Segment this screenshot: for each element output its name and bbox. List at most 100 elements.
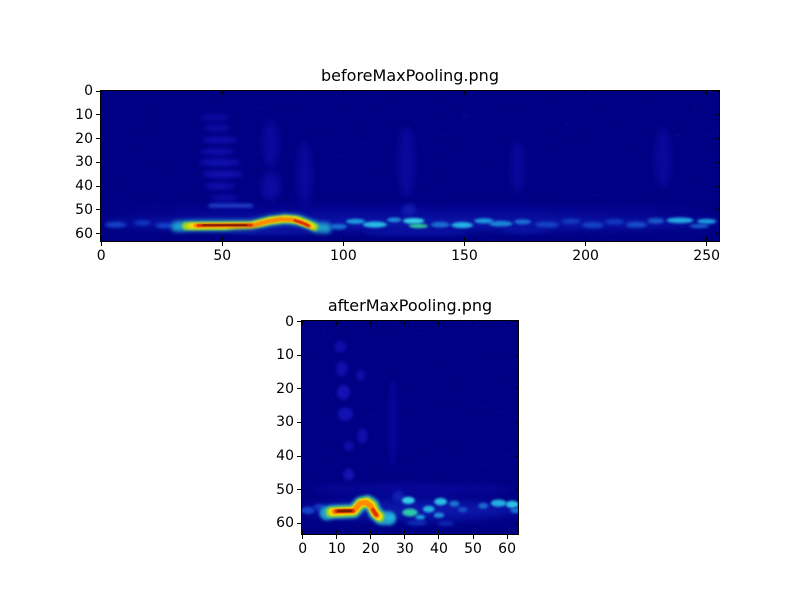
- x-tick-mark: [221, 237, 223, 242]
- x-tick-mark: [463, 90, 465, 95]
- x-tick-label: 50: [213, 248, 232, 264]
- x-tick-mark: [706, 90, 708, 95]
- y-tick-label: 10: [75, 106, 93, 123]
- x-tick-label: 100: [330, 248, 357, 264]
- x-tick-mark: [706, 237, 708, 242]
- x-tick-label: 50: [464, 541, 482, 557]
- y-tick-mark: [716, 90, 720, 92]
- x-tick-mark: [438, 530, 440, 535]
- y-tick-mark: [297, 321, 301, 323]
- x-tick-mark: [438, 535, 440, 539]
- x-tick-mark: [370, 320, 372, 325]
- x-tick-mark: [336, 530, 338, 535]
- x-tick-mark: [438, 320, 440, 325]
- x-tick-label: 10: [327, 541, 346, 557]
- y-tick-mark: [515, 388, 519, 390]
- y-tick-mark: [515, 489, 519, 491]
- y-tick-label: 30: [276, 414, 294, 431]
- y-tick-mark: [297, 421, 301, 423]
- x-tick-label: 200: [572, 248, 599, 264]
- x-tick-mark: [472, 535, 474, 539]
- y-tick-mark: [96, 209, 100, 211]
- x-tick-mark: [302, 530, 304, 535]
- y-tick-mark: [297, 522, 301, 524]
- y-tick-mark: [716, 114, 720, 116]
- x-tick-mark: [342, 90, 344, 95]
- y-tick-mark: [515, 321, 519, 323]
- y-tick-label: 20: [75, 130, 93, 147]
- x-tick-mark: [404, 530, 406, 535]
- y-tick-mark: [96, 114, 100, 116]
- y-tick-mark: [297, 354, 301, 356]
- x-tick-mark: [342, 242, 344, 246]
- x-tick-label: 30: [395, 541, 414, 557]
- x-tick-mark: [100, 90, 102, 95]
- x-tick-label: 0: [96, 248, 106, 264]
- x-tick-mark: [463, 242, 465, 246]
- plot-before-maxpooling: beforeMaxPooling.png 0 50 100 150 200 250 0 10 2…: [75, 67, 720, 263]
- x-tick-mark: [370, 530, 372, 535]
- x-tick-label: 150: [451, 248, 478, 264]
- y-tick-mark: [515, 455, 519, 457]
- heatmap-image: [301, 320, 519, 535]
- y-tick-mark: [297, 455, 301, 457]
- x-tick-label: 0: [298, 541, 308, 557]
- y-tick-label: 40: [75, 178, 93, 195]
- x-tick-label: 250: [693, 248, 721, 264]
- x-tick-mark: [585, 90, 587, 95]
- x-tick-mark: [472, 320, 474, 325]
- y-tick-label: 50: [276, 481, 294, 498]
- y-tick-mark: [515, 354, 519, 356]
- y-tick-mark: [716, 161, 720, 163]
- x-tick-mark: [404, 320, 406, 325]
- y-tick-mark: [716, 233, 720, 235]
- x-tick-mark: [706, 242, 708, 246]
- plot-title: beforeMaxPooling.png: [321, 66, 499, 86]
- y-tick-label: 50: [75, 201, 93, 218]
- x-tick-mark: [506, 535, 508, 539]
- x-tick-mark: [302, 535, 304, 539]
- x-tick-mark: [585, 242, 587, 246]
- y-tick-label: 60: [75, 225, 93, 242]
- plot-after-maxpooling: afterMaxPooling.png 0 10 20 30 40 50 60 0 10 20 30…: [276, 297, 519, 556]
- y-tick-mark: [297, 388, 301, 390]
- y-tick-label: 30: [75, 154, 93, 171]
- x-tick-mark: [506, 530, 508, 535]
- y-tick-mark: [96, 161, 100, 163]
- y-tick-label: 60: [276, 515, 294, 532]
- y-tick-mark: [96, 90, 100, 92]
- x-tick-mark: [472, 530, 474, 535]
- x-tick-mark: [463, 237, 465, 242]
- x-tick-mark: [100, 237, 102, 242]
- x-tick-mark: [585, 237, 587, 242]
- y-tick-mark: [96, 233, 100, 235]
- y-tick-mark: [515, 522, 519, 524]
- x-tick-label: 40: [430, 541, 448, 557]
- y-tick-mark: [297, 489, 301, 491]
- x-tick-label: 20: [361, 541, 380, 557]
- plot-title: afterMaxPooling.png: [327, 296, 493, 316]
- x-tick-mark: [100, 242, 102, 246]
- x-tick-mark: [221, 242, 223, 246]
- y-tick-mark: [515, 421, 519, 423]
- y-tick-label: 40: [276, 448, 294, 465]
- x-tick-mark: [506, 320, 508, 325]
- heatmap-image: [100, 90, 720, 242]
- y-tick-label: 0: [285, 313, 294, 330]
- x-tick-mark: [342, 237, 344, 242]
- y-tick-mark: [716, 209, 720, 211]
- y-tick-mark: [716, 138, 720, 140]
- x-tick-mark: [336, 320, 338, 325]
- x-tick-mark: [336, 535, 338, 539]
- y-tick-label: 0: [84, 83, 93, 100]
- y-tick-label: 10: [276, 347, 294, 364]
- x-tick-label: 60: [498, 541, 516, 557]
- x-tick-mark: [404, 535, 406, 539]
- x-tick-mark: [302, 320, 304, 325]
- y-tick-label: 20: [276, 380, 294, 397]
- x-tick-mark: [221, 90, 223, 95]
- y-tick-mark: [96, 138, 100, 140]
- y-tick-mark: [716, 185, 720, 187]
- y-tick-mark: [96, 185, 100, 187]
